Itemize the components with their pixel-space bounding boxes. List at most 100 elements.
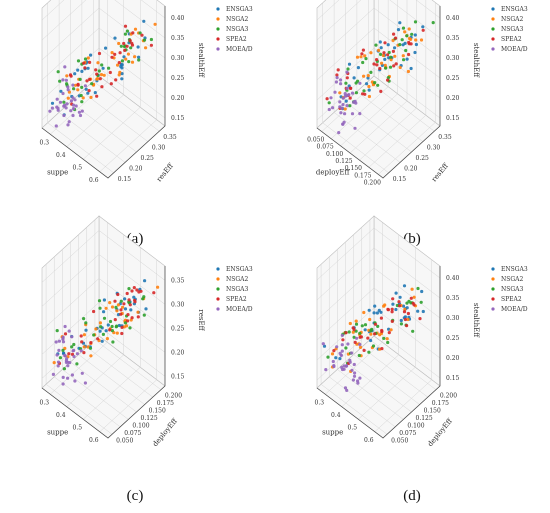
scatter-point — [394, 291, 398, 295]
scatter-point — [405, 306, 409, 310]
scatter-point — [98, 329, 102, 333]
scatter-point — [63, 353, 67, 358]
scatter-point — [345, 70, 349, 74]
scatter-point — [350, 112, 355, 116]
legend-marker — [491, 27, 495, 31]
scatter-point — [350, 351, 354, 355]
scatter-point — [48, 109, 52, 113]
scatter-point — [88, 60, 92, 64]
legend-label: ENSGA3 — [501, 266, 528, 273]
scatter-point — [69, 99, 73, 103]
scatter-point — [414, 38, 418, 42]
scatter-point — [373, 332, 377, 336]
scatter-point — [83, 57, 88, 61]
scatter-point — [379, 316, 383, 320]
scatter-point — [327, 101, 331, 105]
scatter-point — [392, 32, 396, 36]
legend-marker — [216, 307, 220, 311]
scatter-point — [353, 126, 357, 130]
scatter-point — [63, 324, 67, 329]
scatter-point — [344, 364, 348, 368]
z-tick-label: 0.15 — [171, 115, 185, 122]
scatter-point — [355, 336, 359, 340]
scatter-point — [142, 38, 147, 42]
scatter-point — [389, 58, 393, 62]
z-tick-label: 0.35 — [171, 277, 185, 284]
scatter-point — [121, 305, 125, 309]
scatter-point — [71, 96, 75, 100]
scatter-points — [321, 284, 425, 392]
scatter-point — [411, 329, 415, 333]
scatter-point — [129, 46, 133, 50]
legend-label: ENSGA3 — [501, 6, 528, 13]
scatter-points — [48, 19, 157, 128]
scatter-point — [73, 72, 77, 76]
scatter-point — [110, 324, 114, 329]
scatter-point — [406, 69, 410, 74]
scatter-point — [110, 329, 114, 333]
legend: ENSGA3 NSGA2 NSGA3 SPEA2 MOEA/D — [491, 266, 528, 313]
scatter-point — [93, 91, 97, 95]
scatter-point — [123, 321, 128, 325]
scatter-point — [89, 341, 93, 345]
scatter-point — [391, 49, 395, 54]
scatter-point — [394, 307, 398, 312]
scatter-point — [72, 354, 76, 359]
scatter-point — [326, 355, 330, 359]
legend-marker — [491, 277, 495, 281]
legend-marker — [491, 287, 495, 291]
scatter-point — [88, 346, 93, 350]
scatter-point — [123, 297, 127, 301]
axis-edges — [41, 385, 166, 439]
scatter-point — [80, 340, 84, 344]
scatter-point — [352, 362, 356, 367]
scatter-point — [64, 106, 68, 110]
scatter-point — [356, 381, 360, 385]
scatter-point — [132, 295, 136, 299]
scatter-point — [66, 123, 70, 127]
subplot-d: 0.30.40.50.6 0.0500.0750.1000.1250.1500.1… — [315, 215, 528, 504]
x-tick-label: 0.4 — [56, 152, 66, 159]
scatter-point — [133, 55, 137, 59]
scatter-point — [354, 319, 358, 323]
scatter-point — [372, 311, 376, 315]
scatter-point — [419, 38, 424, 42]
z-tick-label: 0.30 — [171, 55, 185, 62]
scatter-point — [83, 66, 87, 70]
x-tick-label: 0.5 — [348, 424, 358, 431]
scatter-point — [113, 318, 117, 322]
scatter-point — [369, 338, 373, 343]
scatter-point — [399, 318, 403, 323]
z-tick-label: 0.25 — [446, 75, 460, 82]
scatter-point — [354, 322, 359, 326]
scatter-point — [61, 78, 65, 82]
scatter-point — [350, 368, 354, 372]
z-tick-label: 0.25 — [446, 335, 460, 342]
legend-marker — [216, 27, 220, 31]
scatter-point — [413, 33, 417, 37]
scatter-point — [72, 342, 76, 347]
scatter-point — [407, 36, 412, 41]
scatter-point — [90, 82, 94, 86]
scatter-point — [65, 74, 69, 78]
scatter-point — [327, 107, 331, 112]
scatter-point — [406, 311, 410, 316]
z-tick-label: 0.30 — [171, 301, 185, 308]
scatter-point — [358, 112, 362, 116]
scatter-point — [363, 54, 367, 58]
scatter-point — [96, 61, 100, 65]
legend-marker — [216, 7, 220, 11]
scatter-point — [55, 329, 59, 333]
scatter-point — [379, 46, 383, 50]
x-tick-label: 0.4 — [56, 412, 66, 419]
x-axis-label: suppe — [47, 429, 68, 437]
scatter-point — [85, 79, 89, 83]
scatter-point — [120, 77, 124, 81]
scatter-point — [89, 354, 93, 358]
scatter-point — [421, 28, 425, 32]
z-tick-label: 0.25 — [171, 325, 185, 332]
scatter-point — [142, 19, 146, 23]
scatter-point — [80, 371, 84, 375]
scatter-point — [404, 48, 408, 53]
